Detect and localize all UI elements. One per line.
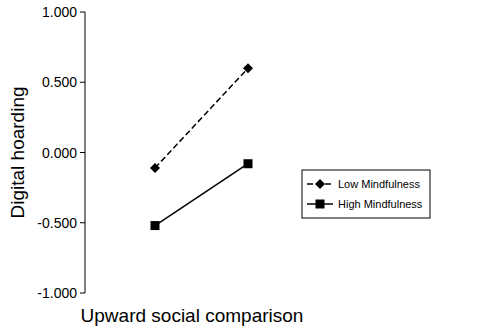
- y-axis-label: Digital hoarding: [7, 86, 28, 218]
- y-tick: [80, 82, 85, 83]
- y-tick: [80, 222, 85, 223]
- y-tick-label: 1.000: [42, 4, 77, 20]
- point-marker: [151, 221, 160, 230]
- legend-label: High Mindfulness: [338, 198, 423, 210]
- point-marker: [244, 159, 253, 168]
- y-tick-label: 0.500: [42, 74, 77, 90]
- legend-marker: [316, 200, 325, 209]
- legend-box: [302, 170, 430, 218]
- y-tick: [80, 12, 85, 13]
- legend-label: Low Mindfulness: [338, 178, 420, 190]
- chart: -1.000 -0.500 0.000 0.500 1.000 Digital hoard…: [0, 0, 500, 330]
- legend: Low Mindfulness High Mindfulness: [302, 170, 430, 218]
- series-line: [155, 164, 248, 226]
- y-tick: [80, 152, 85, 153]
- x-axis-label: Upward social comparison: [81, 305, 304, 326]
- point-marker: [150, 163, 160, 173]
- y-tick-label: -0.500: [37, 215, 77, 231]
- series-line: [155, 68, 248, 168]
- y-tick-label: 0.000: [42, 145, 77, 161]
- point-marker: [243, 63, 253, 73]
- legend-marker: [315, 179, 325, 189]
- plot-area: [150, 63, 253, 230]
- y-tick: [80, 293, 85, 294]
- y-tick-label: -1.000: [37, 285, 77, 301]
